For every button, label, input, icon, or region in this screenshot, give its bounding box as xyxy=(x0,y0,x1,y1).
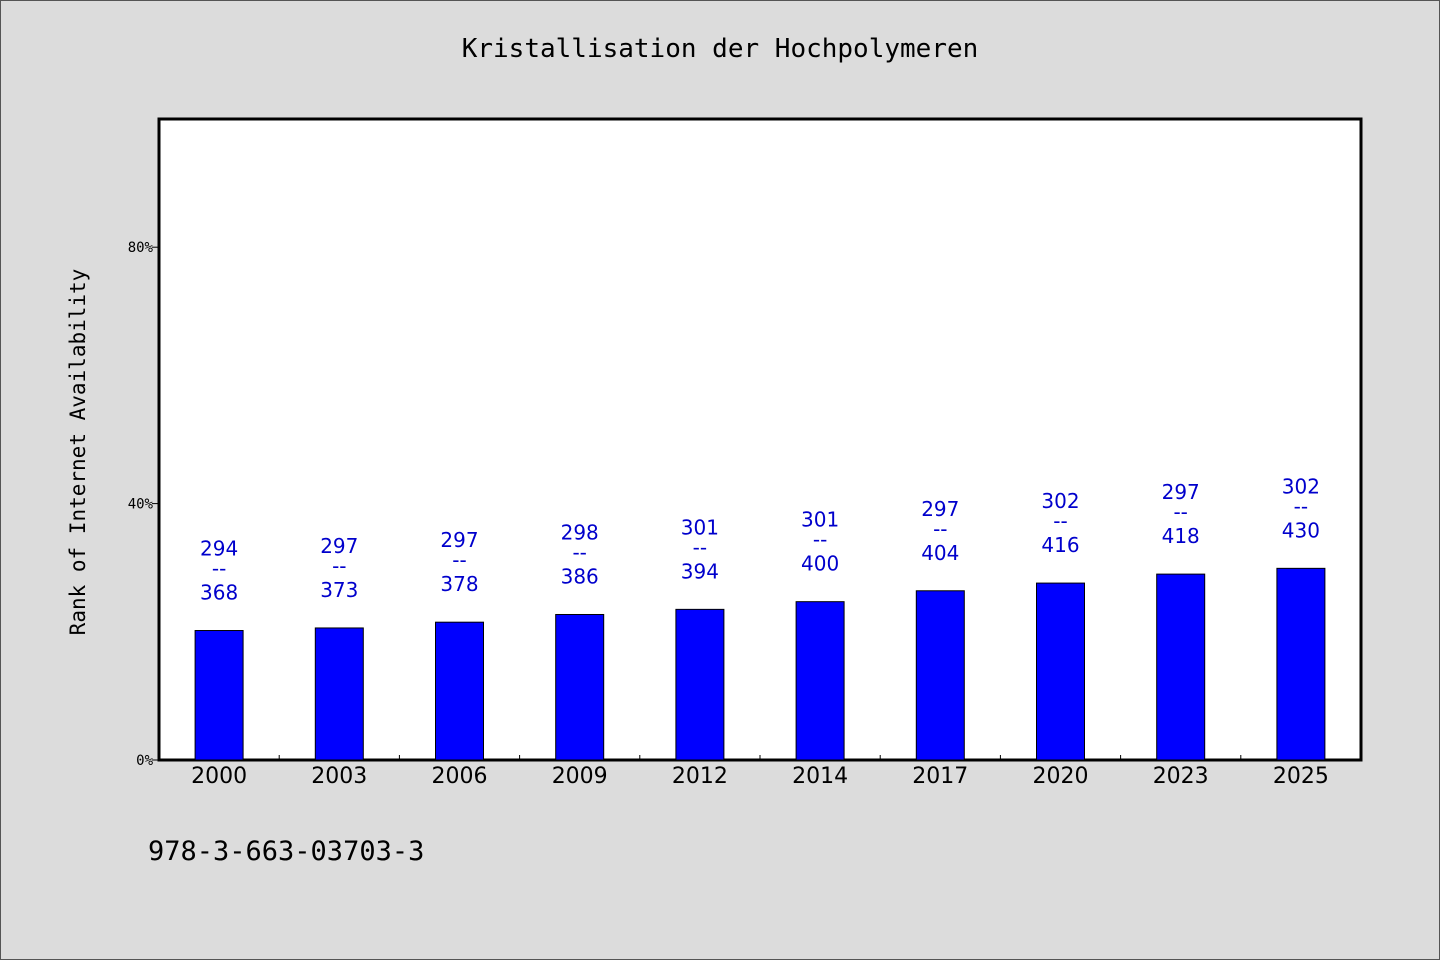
bar-2006 xyxy=(435,621,484,761)
bar-2012 xyxy=(675,608,725,761)
data-label-top: 301 xyxy=(681,515,719,539)
data-label-bottom: 400 xyxy=(801,552,839,576)
bar-2017 xyxy=(915,590,965,761)
data-label-top: 297 xyxy=(921,497,959,521)
data-label-bottom: 418 xyxy=(1162,524,1200,548)
data-label-bottom: 373 xyxy=(320,578,358,602)
data-label-top: 301 xyxy=(801,508,839,532)
y-tick-label: 0% xyxy=(136,753,153,769)
chart-title: Kristallisation der Hochpolymeren xyxy=(461,34,979,64)
y-tick-label: 40% xyxy=(128,497,154,513)
bar-2009 xyxy=(555,613,605,761)
data-label-bottom: 404 xyxy=(921,541,959,565)
data-label-top: 297 xyxy=(440,528,478,552)
data-label-bottom: 378 xyxy=(440,572,478,596)
x-tick-label: 2006 xyxy=(432,764,488,789)
data-label-bottom: 430 xyxy=(1282,518,1320,542)
data-label-top: 302 xyxy=(1041,489,1079,513)
bar-2000 xyxy=(194,630,244,761)
x-tick-label: 2003 xyxy=(311,764,367,789)
data-label-sep: -- xyxy=(1173,500,1187,524)
bar-2020 xyxy=(1036,582,1085,761)
bar-2003 xyxy=(314,627,364,761)
x-tick-label: 2012 xyxy=(672,764,728,789)
data-labels: 2000294--3682003297--3732006297--3782009… xyxy=(191,474,1329,789)
data-label-sep: -- xyxy=(452,548,466,572)
bar-2025 xyxy=(1276,567,1326,761)
x-tick-label: 2020 xyxy=(1033,764,1089,789)
axis-ticks: 0% 40% 80% xyxy=(128,240,1242,769)
data-label-top: 297 xyxy=(1162,480,1200,504)
data-label-sep: -- xyxy=(212,557,226,581)
data-label-bottom: 368 xyxy=(200,581,238,605)
data-label-top: 298 xyxy=(561,520,599,544)
data-label-top: 297 xyxy=(320,534,358,558)
data-label-bottom: 416 xyxy=(1041,533,1079,557)
bars xyxy=(194,567,1326,761)
data-label-sep: -- xyxy=(332,554,346,578)
x-tick-label: 2023 xyxy=(1153,764,1209,789)
data-label-sep: -- xyxy=(572,540,586,564)
bar-2023 xyxy=(1156,573,1206,761)
data-label-sep: -- xyxy=(693,535,707,559)
isbn-code: 978-3-663-03703-3 xyxy=(148,836,425,867)
x-tick-label: 2025 xyxy=(1273,764,1329,789)
x-tick-label: 2017 xyxy=(912,764,968,789)
data-label-bottom: 386 xyxy=(561,564,599,588)
data-label-top: 294 xyxy=(200,537,238,561)
data-label-bottom: 394 xyxy=(681,559,719,583)
data-label-sep: -- xyxy=(933,517,947,541)
x-tick-label: 2014 xyxy=(792,764,848,789)
data-label-sep: -- xyxy=(813,528,827,552)
x-tick-label: 2009 xyxy=(552,764,608,789)
data-label-sep: -- xyxy=(1294,494,1308,518)
data-label-top: 302 xyxy=(1282,474,1320,498)
y-tick-label: 80% xyxy=(128,240,154,256)
data-label-sep: -- xyxy=(1053,509,1067,533)
x-tick-label: 2000 xyxy=(191,764,247,789)
bar-2014 xyxy=(795,601,845,761)
